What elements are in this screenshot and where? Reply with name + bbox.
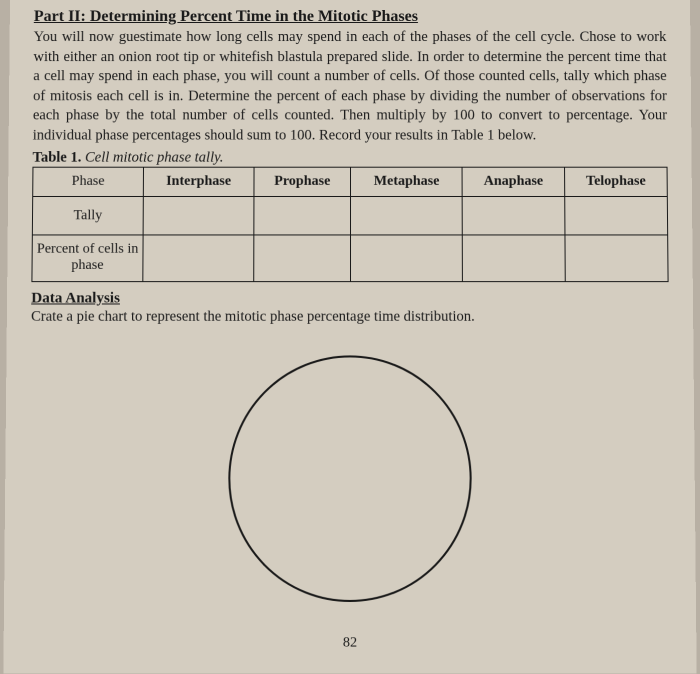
table-header-row: Phase Interphase Prophase Metaphase Anap…: [33, 168, 668, 197]
table-caption: Table 1. Cell mitotic phase tally.: [32, 150, 667, 167]
page-number: 82: [28, 635, 672, 652]
instruction-paragraph: You will now guestimate how long cells m…: [33, 28, 668, 146]
data-analysis-instruction: Crate a pie chart to represent the mitot…: [31, 307, 669, 327]
cell-tally-interphase: [143, 197, 254, 235]
data-analysis-heading: Data Analysis: [31, 290, 669, 307]
table-row: Percent of cells in phase: [32, 235, 668, 281]
section-heading: Part II: Determining Percent Time in the…: [34, 8, 666, 26]
col-header-anaphase: Anaphase: [462, 168, 564, 197]
table-caption-number: Table 1.: [32, 150, 81, 166]
cell-percent-anaphase: [463, 235, 566, 281]
col-header-interphase: Interphase: [143, 168, 253, 197]
pie-chart-area: [28, 356, 671, 603]
cell-percent-prophase: [253, 235, 350, 281]
cell-tally-telophase: [565, 197, 668, 235]
table-row: Tally: [32, 197, 667, 235]
col-header-metaphase: Metaphase: [351, 168, 463, 197]
col-header-telophase: Telophase: [564, 168, 667, 197]
cell-tally-prophase: [254, 197, 351, 235]
cell-tally-metaphase: [351, 197, 463, 235]
cell-percent-interphase: [143, 235, 254, 281]
table-caption-title: Cell mitotic phase tally.: [85, 150, 223, 166]
row-label-tally: Tally: [32, 197, 143, 235]
cell-percent-metaphase: [351, 235, 463, 281]
cell-percent-telophase: [565, 235, 668, 281]
worksheet-page: Part II: Determining Percent Time in the…: [3, 0, 696, 674]
col-header-prophase: Prophase: [254, 168, 351, 197]
row-label-percent: Percent of cells in phase: [32, 235, 143, 281]
mitotic-phase-table: Phase Interphase Prophase Metaphase Anap…: [31, 167, 668, 282]
pie-chart-circle: [228, 356, 472, 603]
cell-tally-anaphase: [462, 197, 564, 235]
col-header-phase: Phase: [33, 168, 144, 197]
